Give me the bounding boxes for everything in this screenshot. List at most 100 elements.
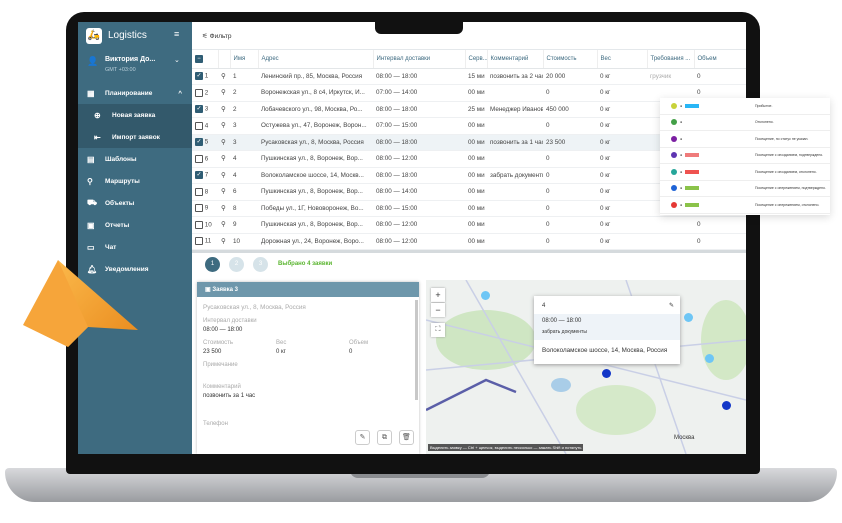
status-icon xyxy=(671,201,677,208)
notification-row: ● Прибытие. xyxy=(660,98,830,115)
page-button[interactable]: 2 xyxy=(229,257,244,272)
inbox-icon: ▣ xyxy=(205,287,211,293)
map-marker[interactable] xyxy=(684,313,693,322)
row-checkbox[interactable]: 6 xyxy=(192,150,218,168)
zoom-in-button[interactable]: + xyxy=(431,288,445,302)
row-checkbox[interactable]: 11 xyxy=(192,233,218,250)
sidebar-item-import[interactable]: ⇤ Импорт заявок xyxy=(78,126,192,148)
delete-button[interactable]: 🗑︎ xyxy=(399,430,414,445)
page-button[interactable]: 1 xyxy=(205,257,220,272)
comment-value: позвонить за 1 час xyxy=(203,393,256,399)
cell-cost: 0 xyxy=(543,233,597,250)
map-marker-selected[interactable] xyxy=(602,369,611,378)
row-checkbox[interactable]: 2 xyxy=(192,84,218,102)
pin-col xyxy=(218,50,231,69)
notification-row: ● Отклонено. xyxy=(660,115,830,131)
filter-button[interactable]: ⚟ Фильтр xyxy=(202,32,231,40)
col-cost[interactable]: Стоимость xyxy=(543,50,598,69)
calendar-icon: ▦ xyxy=(87,88,95,98)
select-all-checkbox[interactable]: − xyxy=(192,50,219,69)
col-volume[interactable]: Объем xyxy=(694,50,746,69)
copy-button[interactable]: ⧉ xyxy=(377,430,392,445)
row-checkbox[interactable]: ✓ 3 xyxy=(192,101,218,118)
cell-service: 00 ми xyxy=(465,150,487,168)
col-interval[interactable]: Интервал доставки xyxy=(373,50,466,69)
sidebar-item-objects[interactable]: ⛟ Объекты xyxy=(78,192,192,214)
row-number: 6 xyxy=(204,155,209,163)
map-marker[interactable] xyxy=(705,354,714,363)
col-name[interactable]: Имя xyxy=(230,50,259,69)
col-comment[interactable]: Комментарий xyxy=(487,50,544,69)
label: Планирование xyxy=(105,89,153,97)
splitter[interactable] xyxy=(192,250,746,253)
sidebar-item-chat[interactable]: ▭ Чат xyxy=(78,236,192,258)
notification-text: Посещение, но статус не указан. xyxy=(755,136,809,141)
cell-interval: 08:00 — 14:00 xyxy=(373,183,465,201)
table-header: − Имя Адрес Интервал доставки Серв... Ко… xyxy=(192,50,746,69)
cell-weight: 0 кг xyxy=(597,200,647,217)
cell-cost: 0 xyxy=(543,183,597,201)
template-icon: ▤ xyxy=(87,154,95,164)
logo-icon: 🛵 xyxy=(86,28,102,44)
scrollbar[interactable] xyxy=(415,300,418,400)
col-service[interactable]: Серв... xyxy=(465,50,488,69)
cell-address: Пушкинская ул., 8, Воронеж, Вор... xyxy=(258,150,373,168)
notification-row: ● Посещение с опозданием, подтверждено. xyxy=(660,148,830,164)
import-icon: ⇤ xyxy=(94,132,101,142)
laptop-hinge xyxy=(350,470,490,478)
notification-text: Прибытие. xyxy=(755,103,773,108)
row-number: 3 xyxy=(204,105,209,113)
edit-button[interactable]: ✎ xyxy=(355,430,370,445)
cell-address: Остужева ул., 47, Воронеж, Ворон... xyxy=(258,117,373,135)
sidebar-item-reports[interactable]: ▣ Отчеты xyxy=(78,214,192,236)
map-marker[interactable] xyxy=(722,401,731,410)
cursor-arrow-icon xyxy=(23,260,138,347)
row-checkbox[interactable]: ✓ 7 xyxy=(192,167,218,184)
sidebar-item-planning[interactable]: ▦ Планирование ^ xyxy=(78,82,192,104)
filter-label: Фильтр xyxy=(209,33,232,40)
sidebar-item-templates[interactable]: ▤ Шаблоны xyxy=(78,148,192,170)
pin-icon: ⚲ xyxy=(218,117,230,135)
pencil-icon[interactable]: ✎ xyxy=(668,303,674,309)
row-checkbox[interactable]: 8 xyxy=(192,183,218,201)
page-button[interactable]: 3 xyxy=(253,257,268,272)
sidebar-item-routes[interactable]: ⚲ Маршруты xyxy=(78,170,192,192)
sidebar-item-notifications[interactable]: 🔔︎ Уведомления xyxy=(78,258,192,280)
row-checkbox[interactable]: ✓ 1 xyxy=(192,68,218,85)
col-weight[interactable]: Вес xyxy=(597,50,648,69)
notification-row: ● Посещение, но статус не указан. xyxy=(660,131,830,148)
fullscreen-button[interactable]: ⛶ xyxy=(431,323,445,337)
cell-requirements xyxy=(647,216,694,234)
chevron-down-icon[interactable]: ⌄ xyxy=(174,57,180,64)
pin-icon: ⚲ xyxy=(218,167,230,184)
cell-service: 15 ми xyxy=(465,68,487,85)
table-row[interactable]: 10 ⚲ 9 Пушкинская ул., 8, Воронеж, Вор..… xyxy=(192,216,746,234)
table-row[interactable]: 2 ⚲ 2 Воронежская ул., 8 с4, Иркутск, И.… xyxy=(192,84,746,102)
sidebar-item-new-order[interactable]: ⊕ Новая заявка xyxy=(78,104,192,126)
cell-cost: 0 xyxy=(543,84,597,102)
row-checkbox[interactable]: 9 xyxy=(192,200,218,217)
cell-service: 00 ми xyxy=(465,134,487,151)
map[interactable]: + − ⛶ 4 ✎ 08:00 — 18:00 забрать документ… xyxy=(426,280,746,454)
row-number: 11 xyxy=(204,237,212,245)
cell-name: 6 xyxy=(230,183,258,201)
camera-notch xyxy=(375,22,463,34)
map-marker[interactable] xyxy=(481,291,490,300)
user-name[interactable]: Виктория До... xyxy=(105,56,156,63)
col-requirements[interactable]: Требования ... xyxy=(647,50,695,69)
row-checkbox[interactable]: 10 xyxy=(192,216,218,234)
status-icon xyxy=(671,135,677,142)
zoom-out-button[interactable]: − xyxy=(431,303,445,317)
menu-icon[interactable]: ≡ xyxy=(174,29,180,39)
cell-interval: 08:00 — 18:00 xyxy=(373,101,465,118)
cell-address: Воронежская ул., 8 с4, Иркутск, И... xyxy=(258,84,373,102)
cell-comment xyxy=(487,84,543,102)
col-address[interactable]: Адрес xyxy=(258,50,374,69)
cell-weight: 0 кг xyxy=(597,101,647,118)
table-row[interactable]: ✓ 1 ⚲ 1 Ленинский пр., 85, Москва, Росси… xyxy=(192,68,746,85)
row-checkbox[interactable]: 4 xyxy=(192,117,218,135)
interval-label: Интервал доставки xyxy=(203,318,257,324)
table-row[interactable]: 11 ⚲ 10 Дорожная ул., 24, Воронеж, Воро.… xyxy=(192,233,746,250)
row-checkbox[interactable]: ✓ 5 xyxy=(192,134,218,151)
table-row[interactable]: 9 ⚲ 8 Победы ул., 1Г, Нововоронеж, Во...… xyxy=(192,200,746,217)
